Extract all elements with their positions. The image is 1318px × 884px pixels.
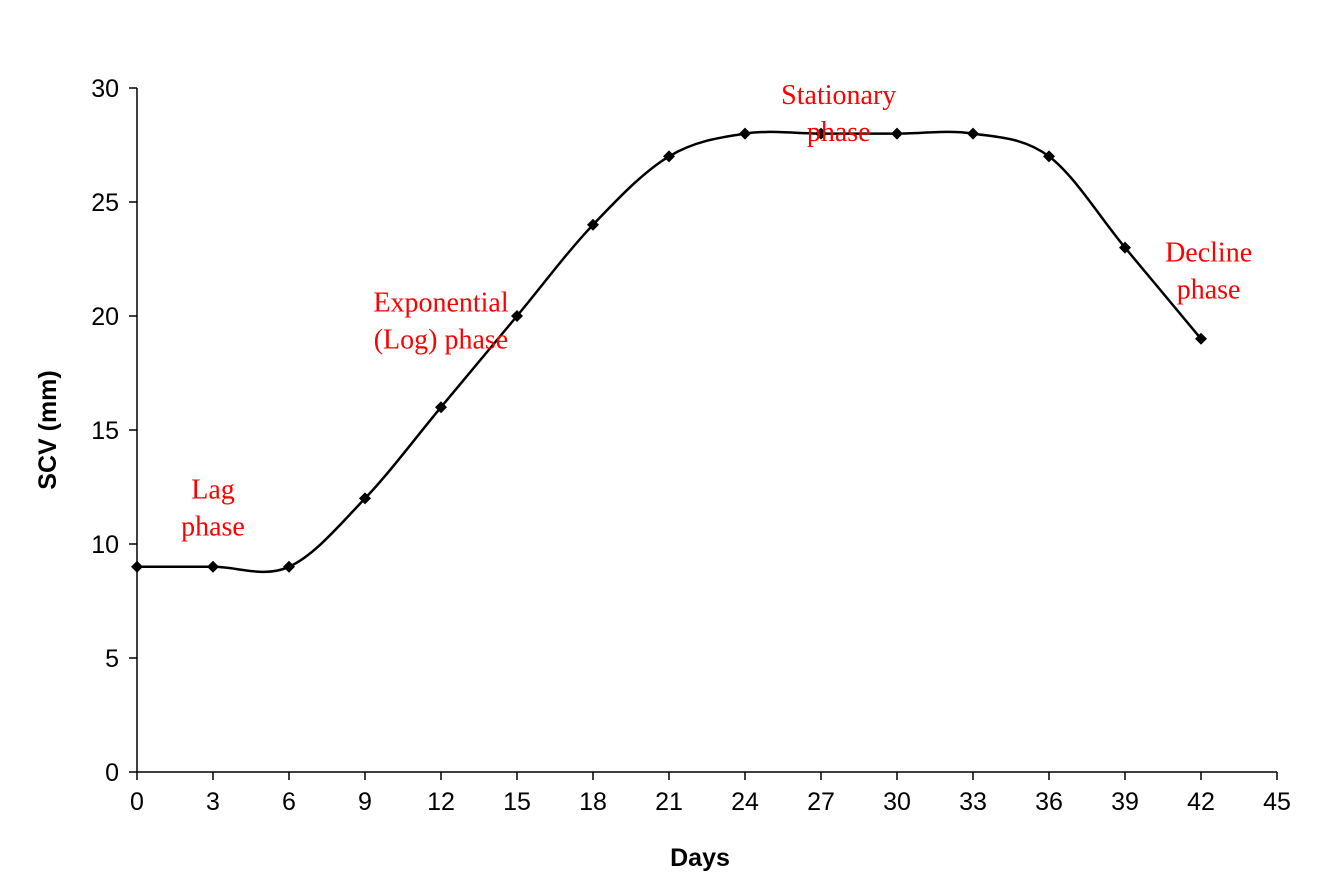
x-tick-label: 9 — [358, 788, 372, 816]
x-tick-label: 18 — [579, 788, 607, 816]
data-point-marker — [663, 150, 675, 163]
x-tick-label: 42 — [1187, 788, 1215, 816]
phase-annotation-text: (Log) phase — [374, 324, 509, 355]
y-axis-ticks: 0 5 10 15 20 25 30 — [91, 75, 137, 787]
phase-annotations: Lag phase Exponential (Log) phase Stationary… — [181, 80, 1252, 542]
axes — [136, 88, 1277, 773]
data-point-marker — [891, 127, 903, 140]
y-tick-label: 0 — [105, 759, 119, 787]
x-tick-label: 33 — [959, 788, 987, 816]
data-point-marker — [131, 560, 143, 573]
x-tick-label: 36 — [1035, 788, 1063, 816]
x-axis-ticks: 0 3 6 9 12 15 18 21 24 27 30 33 36 39 42 45 — [130, 772, 1291, 816]
data-point-marker — [587, 218, 599, 231]
x-axis-title: Days — [670, 844, 730, 872]
y-tick-label: 5 — [105, 645, 119, 673]
x-tick-label: 45 — [1263, 788, 1291, 816]
x-tick-label: 12 — [427, 788, 455, 816]
data-point-marker — [1119, 241, 1131, 254]
y-tick-label: 30 — [91, 75, 119, 103]
x-tick-label: 21 — [655, 788, 683, 816]
data-point-marker — [511, 310, 523, 322]
y-tick-label: 10 — [91, 531, 119, 559]
x-tick-label: 27 — [807, 788, 835, 816]
data-point-marker — [283, 560, 295, 573]
y-tick-label: 15 — [91, 417, 119, 445]
y-tick-label: 20 — [91, 303, 119, 331]
y-axis-title: SCV (mm) — [34, 370, 62, 489]
phase-annotation-text: phase — [807, 117, 871, 148]
x-tick-label: 3 — [206, 788, 220, 816]
data-point-marker — [739, 127, 751, 140]
phase-annotation-text: Decline — [1165, 237, 1252, 268]
phase-annotation-text: Exponential — [373, 287, 509, 318]
data-point-marker — [435, 401, 447, 414]
phase-annotation-text: phase — [1177, 274, 1241, 305]
x-tick-label: 24 — [731, 788, 759, 816]
x-tick-label: 15 — [503, 788, 531, 816]
data-point-marker — [815, 127, 827, 140]
data-point-marker — [359, 492, 371, 505]
data-point-marker — [1043, 150, 1055, 163]
data-point-marker — [207, 560, 219, 573]
data-point-marker — [967, 127, 979, 140]
series-line — [137, 130, 1202, 574]
data-point-marker — [1195, 332, 1207, 345]
x-tick-label: 30 — [883, 788, 911, 816]
phase-annotation-text: Lag — [191, 474, 235, 505]
phase-annotation-text: Stationary — [781, 80, 896, 111]
x-tick-label: 39 — [1111, 788, 1139, 816]
data-markers — [131, 127, 1207, 573]
phase-annotation-text: phase — [181, 511, 245, 542]
x-tick-label: 6 — [282, 788, 296, 816]
y-tick-label: 25 — [91, 189, 119, 217]
x-tick-label: 0 — [130, 788, 144, 816]
